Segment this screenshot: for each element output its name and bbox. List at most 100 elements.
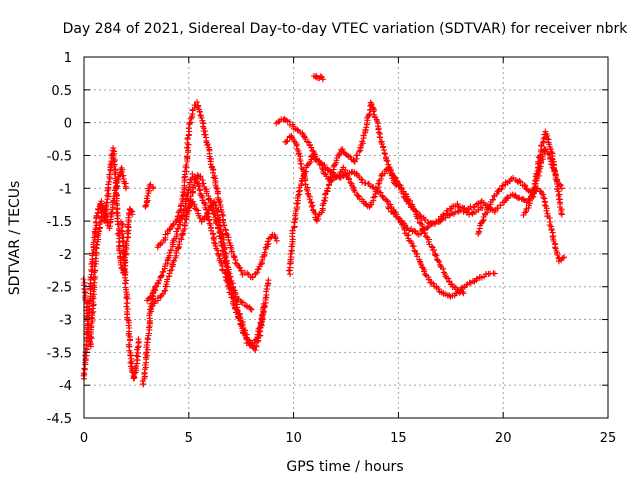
- data-point: [125, 224, 132, 231]
- data-point: [221, 246, 228, 253]
- data-point: [298, 178, 305, 185]
- data-point: [150, 185, 157, 192]
- data-point: [236, 264, 243, 271]
- data-point: [160, 290, 166, 297]
- data-point: [546, 141, 553, 148]
- data-point: [383, 197, 390, 204]
- data-point: [214, 185, 220, 192]
- data-point: [550, 238, 557, 244]
- data-point: [307, 199, 314, 206]
- data-point: [384, 198, 391, 205]
- data-point: [308, 144, 315, 151]
- data-point: [86, 339, 93, 346]
- data-point: [400, 190, 407, 197]
- data-point: [493, 191, 500, 198]
- y-tick-label: -2.5: [47, 281, 72, 296]
- data-point: [286, 260, 293, 267]
- data-point: [219, 266, 226, 273]
- data-point: [120, 234, 127, 241]
- data-point: [262, 295, 269, 301]
- data-point: [238, 267, 245, 274]
- data-point: [227, 273, 234, 280]
- data-point: [135, 336, 142, 343]
- data-point: [181, 206, 188, 212]
- data-point: [149, 290, 156, 297]
- data-point: [92, 273, 99, 280]
- axis-ticks: [83, 56, 609, 419]
- data-point: [548, 155, 555, 162]
- data-point: [284, 117, 291, 124]
- data-point: [156, 277, 163, 284]
- data-point: [380, 144, 387, 151]
- data-point: [552, 244, 559, 251]
- data-point: [275, 119, 282, 125]
- data-point: [80, 276, 87, 282]
- x-tick-label: 0: [80, 431, 88, 446]
- data-point: [200, 180, 207, 187]
- data-point: [452, 209, 459, 216]
- data-point: [489, 196, 496, 203]
- data-point: [295, 188, 302, 195]
- data-point: [131, 370, 138, 377]
- y-tick-label: -1.5: [47, 215, 72, 230]
- data-point: [167, 247, 174, 254]
- data-point: [248, 306, 255, 313]
- data-point: [384, 158, 391, 164]
- data-point: [175, 225, 182, 232]
- data-point: [228, 249, 235, 255]
- data-point: [504, 194, 511, 201]
- data-point: [206, 204, 212, 211]
- data-point: [475, 228, 482, 235]
- data-point: [236, 313, 243, 320]
- data-point: [90, 308, 97, 315]
- data-point: [263, 285, 270, 292]
- series-trace-f: [144, 171, 268, 349]
- x-tick-label: 20: [495, 431, 512, 446]
- data-point: [294, 126, 301, 133]
- data-point: [313, 156, 320, 163]
- data-point: [121, 274, 128, 281]
- data-point: [144, 193, 151, 200]
- data-point: [396, 181, 403, 188]
- y-tick-label: -1: [59, 182, 72, 197]
- data-points: [80, 73, 567, 388]
- data-point: [455, 203, 462, 210]
- data-point: [169, 262, 176, 268]
- data-point: [89, 310, 95, 317]
- data-point: [497, 202, 504, 209]
- data-point: [308, 203, 315, 210]
- y-tick-label: -3: [59, 314, 72, 329]
- data-point: [544, 135, 551, 142]
- data-point: [187, 116, 194, 122]
- data-point: [359, 179, 366, 186]
- data-point: [84, 304, 90, 311]
- data-point: [414, 253, 420, 260]
- data-point: [392, 175, 399, 182]
- data-point: [106, 171, 113, 178]
- data-point: [408, 225, 415, 232]
- data-point: [301, 133, 307, 140]
- data-point: [123, 294, 130, 301]
- data-point: [178, 235, 185, 241]
- data-point: [187, 193, 194, 200]
- data-point: [411, 227, 418, 234]
- x-tick-label: 15: [390, 431, 407, 446]
- data-point: [134, 344, 141, 351]
- data-point: [113, 180, 120, 187]
- data-point: [486, 204, 493, 211]
- data-point: [558, 210, 565, 217]
- data-point: [354, 192, 361, 199]
- data-point: [322, 191, 329, 198]
- data-point: [551, 167, 558, 174]
- data-point: [359, 138, 366, 145]
- data-point: [114, 212, 121, 219]
- data-point: [110, 145, 117, 152]
- data-point: [124, 305, 131, 312]
- data-point: [350, 185, 357, 192]
- data-point: [539, 139, 546, 146]
- data-point: [128, 208, 135, 214]
- data-point: [120, 247, 127, 254]
- data-point: [459, 288, 466, 295]
- data-point: [532, 173, 539, 180]
- data-point: [362, 180, 369, 187]
